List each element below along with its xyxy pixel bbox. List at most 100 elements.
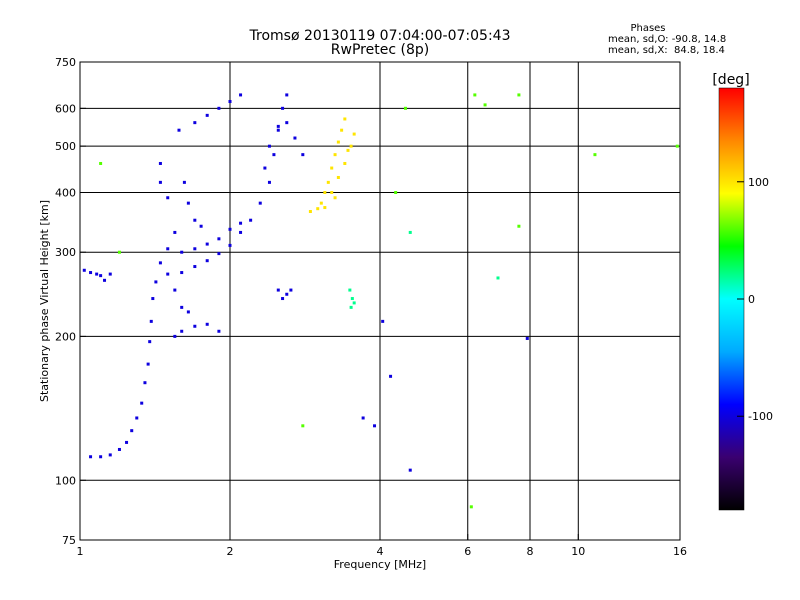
data-point <box>148 340 152 344</box>
x-gridlines <box>229 62 579 540</box>
data-point <box>130 429 134 433</box>
y-tick-label: 600 <box>55 102 76 115</box>
data-point <box>349 144 353 148</box>
data-point <box>352 132 356 136</box>
data-point <box>99 274 103 278</box>
x-tick-label: 8 <box>527 545 534 558</box>
x-tick-label: 1 <box>77 545 84 558</box>
data-point <box>193 121 197 125</box>
data-point <box>166 247 170 251</box>
data-point <box>158 161 162 165</box>
data-point <box>281 297 285 301</box>
data-point <box>239 230 243 234</box>
data-point <box>151 297 155 301</box>
data-point <box>173 334 177 338</box>
data-point <box>117 250 121 254</box>
data-point <box>217 106 221 110</box>
data-point <box>140 401 144 405</box>
data-point <box>239 221 243 225</box>
data-point <box>285 292 289 296</box>
data-point <box>333 196 337 200</box>
data-point <box>199 224 203 228</box>
data-point <box>205 259 209 263</box>
data-point <box>333 153 337 157</box>
data-point <box>381 319 385 323</box>
data-point <box>517 93 521 97</box>
x-axis-ticks: 1 2 4 6 8 10 16 <box>77 534 687 558</box>
y-tick-label: 100 <box>55 474 76 487</box>
y-tick-label: 300 <box>55 246 76 259</box>
data-point <box>103 278 107 282</box>
data-point <box>89 271 93 275</box>
data-point <box>258 201 262 205</box>
data-point <box>336 175 340 179</box>
data-point <box>281 106 285 110</box>
data-point <box>173 230 177 234</box>
data-point <box>343 117 347 121</box>
y-tick-label: 500 <box>55 140 76 153</box>
data-point <box>408 230 412 234</box>
data-point <box>361 416 365 420</box>
data-point <box>276 128 280 132</box>
data-point <box>205 113 209 117</box>
x-tick-label: 6 <box>464 545 471 558</box>
data-point <box>349 305 353 309</box>
data-point <box>108 272 112 276</box>
data-point <box>675 144 679 148</box>
data-point <box>99 455 103 459</box>
data-point <box>249 218 253 222</box>
data-point <box>186 201 190 205</box>
data-point <box>180 305 184 309</box>
data-point <box>330 190 334 194</box>
data-point <box>350 297 354 301</box>
data-point <box>180 329 184 333</box>
data-point <box>125 440 129 444</box>
data-point <box>408 468 412 472</box>
y-axis-label: Stationary phase Virtual Height [km] <box>38 200 51 402</box>
data-point <box>177 128 181 132</box>
data-point <box>193 218 197 222</box>
data-point <box>143 381 147 385</box>
data-point <box>180 250 184 254</box>
data-point <box>394 190 398 194</box>
data-point <box>135 416 139 420</box>
data-point <box>285 121 289 125</box>
data-point <box>301 424 305 428</box>
data-point <box>346 148 350 152</box>
y-gridlines <box>80 107 680 481</box>
data-point <box>276 124 280 128</box>
data-point <box>228 227 232 231</box>
colorbar-tick-label: 0 <box>748 293 755 306</box>
data-point <box>343 161 347 165</box>
data-point <box>108 453 112 457</box>
data-point <box>340 128 344 132</box>
data-point <box>82 268 86 272</box>
data-point <box>323 206 327 210</box>
data-point <box>483 103 487 107</box>
data-point <box>146 362 150 366</box>
data-point <box>336 140 340 144</box>
data-point <box>319 201 323 205</box>
stats-line-o: mean, sd,O: -90.8, 14.8 <box>608 34 726 45</box>
data-point <box>99 161 103 165</box>
x-tick-label: 2 <box>227 545 234 558</box>
x-tick-label: 10 <box>571 545 585 558</box>
data-point <box>193 247 197 251</box>
stats-line-x: mean, sd,X: 84.8, 18.4 <box>608 45 725 56</box>
data-point <box>330 166 334 170</box>
chart-subtitle: RwPretec (8p) <box>331 42 429 58</box>
y-axis-ticks: 75 100 200 300 400 500 600 750 <box>55 56 86 547</box>
data-point <box>517 224 521 228</box>
data-point <box>373 424 377 428</box>
x-tick-label: 4 <box>377 545 384 558</box>
y-tick-label: 200 <box>55 330 76 343</box>
data-point <box>276 288 280 292</box>
data-point <box>348 288 352 292</box>
data-point <box>496 276 500 280</box>
data-point <box>403 106 407 110</box>
y-tick-label: 75 <box>62 534 76 547</box>
plot-area <box>79 61 681 541</box>
data-point <box>352 301 356 305</box>
data-point <box>217 329 221 333</box>
